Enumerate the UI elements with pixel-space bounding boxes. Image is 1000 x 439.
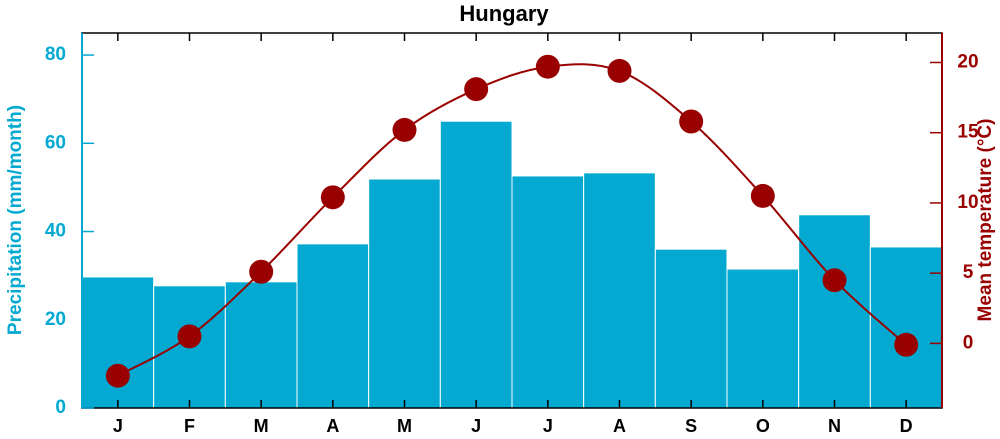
x-tick-label: J — [543, 416, 553, 436]
x-tick-label: A — [613, 416, 626, 436]
bar — [511, 175, 585, 409]
bar — [368, 178, 441, 409]
y-tick-label: 20 — [45, 309, 66, 330]
x-tick-label: J — [113, 416, 123, 436]
temperature-point — [249, 259, 274, 284]
bar — [869, 246, 943, 409]
bar — [439, 120, 513, 409]
y-tick-label: 40 — [45, 221, 66, 242]
x-tick-label: S — [685, 416, 697, 436]
x-tick-label: N — [828, 416, 841, 436]
temperature-point — [535, 54, 560, 79]
y2-tick-label: 15 — [957, 122, 979, 143]
chart-title: Hungary — [459, 1, 549, 26]
bar — [81, 276, 155, 409]
bar — [224, 281, 298, 409]
x-tick-label: F — [184, 416, 195, 436]
y-tick-label: 60 — [45, 132, 66, 153]
bar — [583, 172, 656, 409]
bar — [654, 248, 728, 409]
temperature-point — [177, 324, 202, 349]
x-tick-label: M — [254, 416, 269, 436]
y2-tick-label: 5 — [963, 262, 974, 283]
temperature-point — [105, 363, 130, 388]
temperature-point — [607, 58, 632, 83]
y2-tick-label: 0 — [963, 332, 974, 353]
temperature-point — [320, 185, 345, 210]
temperature-point — [464, 77, 489, 102]
bar — [296, 243, 370, 409]
temperature-point — [392, 117, 417, 142]
x-tick-label: D — [900, 416, 913, 436]
temperature-point — [750, 183, 775, 208]
x-tick-label: O — [756, 416, 770, 436]
temperature-point — [894, 332, 919, 357]
bar — [798, 214, 871, 409]
y-tick-label: 80 — [45, 44, 66, 65]
x-tick-label: M — [397, 416, 412, 436]
temperature-point — [679, 109, 704, 134]
bar — [726, 268, 800, 409]
y2-tick-label: 20 — [957, 52, 978, 73]
y-tick-label: 0 — [55, 397, 66, 418]
y2-tick-label: 10 — [957, 192, 978, 213]
y2-axis-label: Mean temperature (°C) — [975, 119, 996, 322]
x-tick-label: A — [326, 416, 339, 436]
x-tick-label: J — [471, 416, 481, 436]
temperature-point — [822, 268, 847, 293]
y-axis-label: Precipitation (mm/month) — [5, 105, 26, 335]
